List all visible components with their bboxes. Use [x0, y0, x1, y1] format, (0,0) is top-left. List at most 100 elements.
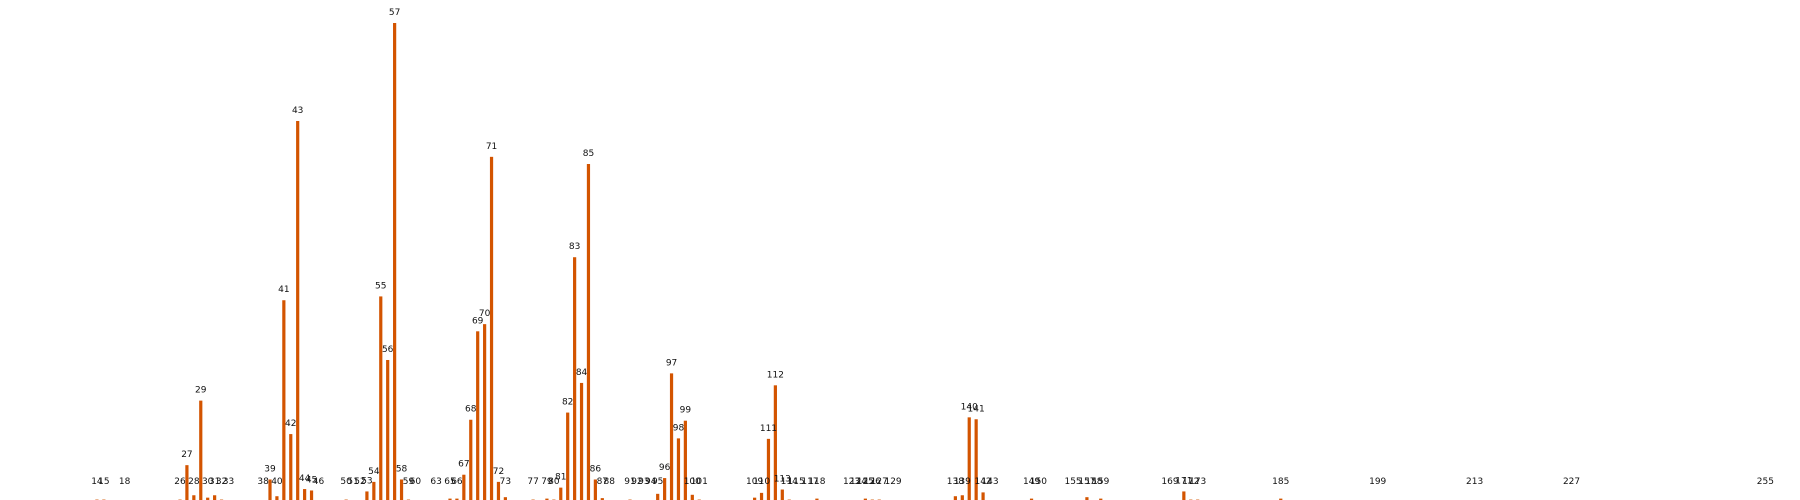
bar-label-157: 157	[1078, 477, 1095, 487]
bar-56	[386, 359, 390, 500]
bar-171	[1182, 491, 1186, 500]
bar-28	[192, 495, 196, 500]
bar-159	[1099, 498, 1103, 500]
bar-label-143: 143	[981, 477, 998, 487]
bar-label-70: 70	[479, 309, 491, 319]
bar-label-58: 58	[396, 464, 408, 474]
bar-30	[206, 497, 210, 500]
bar-65	[448, 498, 452, 500]
bar-100	[690, 494, 694, 500]
bar-label-141: 141	[968, 404, 985, 414]
bar-label-29: 29	[195, 386, 207, 396]
bar-label-96: 96	[659, 463, 671, 473]
bar-label-169: 169	[1161, 477, 1178, 487]
bar-141	[974, 419, 978, 500]
bar-79	[545, 498, 549, 500]
bar-label-127: 127	[871, 477, 888, 487]
bar-label-77: 77	[527, 477, 538, 487]
bar-label-123: 123	[843, 477, 860, 487]
bar-label-56: 56	[382, 345, 394, 355]
bar-label-43: 43	[292, 106, 303, 116]
bar-label-28: 28	[188, 477, 200, 487]
bar-label-86: 86	[590, 464, 602, 474]
bar-label-158: 158	[1085, 477, 1102, 487]
bar-label-118: 118	[808, 477, 825, 487]
bar-149	[1029, 498, 1034, 500]
bar-label-171: 171	[1175, 476, 1192, 486]
bar-66	[455, 498, 459, 500]
bar-86	[593, 479, 597, 500]
bar-label-199: 199	[1369, 477, 1386, 487]
bar-label-71: 71	[486, 142, 497, 152]
bar-label-92: 92	[631, 477, 642, 487]
bar-label-63: 63	[430, 477, 441, 487]
bar-label-85: 85	[583, 149, 594, 159]
bar-118	[815, 498, 819, 500]
bar-label-73: 73	[500, 477, 511, 487]
bar-label-45: 45	[306, 475, 317, 485]
bar-31	[213, 495, 217, 500]
bar-label-14: 14	[91, 477, 103, 487]
bar-40	[275, 496, 279, 500]
bar-label-150: 150	[1030, 477, 1047, 487]
bar-label-84: 84	[576, 368, 588, 378]
bar-label-54: 54	[368, 467, 380, 477]
bar-label-26: 26	[174, 477, 186, 487]
bar-label-113: 113	[774, 475, 791, 485]
bar-label-142: 142	[974, 477, 991, 487]
bar-label-60: 60	[410, 477, 422, 487]
bar-label-39: 39	[264, 464, 276, 474]
bar-111	[766, 438, 771, 500]
bar-label-68: 68	[465, 405, 477, 415]
bar-label-27: 27	[181, 450, 192, 460]
bar-label-126: 126	[864, 477, 881, 487]
bar-label-115: 115	[788, 477, 805, 487]
bar-185	[1279, 498, 1283, 500]
bar-label-173: 173	[1189, 477, 1206, 487]
bar-55	[379, 296, 383, 500]
bar-71	[489, 156, 494, 500]
bar-83	[573, 257, 577, 500]
bar-139	[960, 495, 964, 500]
bar-label-98: 98	[673, 423, 685, 433]
bar-39	[268, 479, 272, 500]
bar-series	[95, 23, 1283, 500]
bar-label-117: 117	[801, 477, 818, 487]
bar-label-53: 53	[361, 476, 372, 486]
bar-label-124: 124	[850, 477, 867, 487]
bar-label-80: 80	[548, 477, 560, 487]
bar-label-46: 46	[313, 477, 325, 487]
bar-87	[600, 498, 604, 500]
bar-label-18: 18	[119, 477, 131, 487]
bar-label-67: 67	[458, 460, 469, 470]
bar-label-82: 82	[562, 398, 573, 408]
bar-label-51: 51	[347, 477, 358, 487]
bar-label-140: 140	[961, 402, 978, 412]
bar-69	[476, 331, 480, 500]
bar-99	[683, 420, 687, 500]
bar-label-185: 185	[1272, 477, 1289, 487]
bar-label-93: 93	[638, 477, 649, 487]
bar-label-65: 65	[444, 477, 455, 487]
bar-label-99: 99	[680, 406, 692, 416]
bar-109	[753, 497, 757, 500]
bar-label-72: 72	[493, 467, 504, 477]
bar-label-95: 95	[652, 477, 663, 487]
bar-43	[296, 120, 300, 500]
bar-label-50: 50	[340, 477, 352, 487]
bar-label-97: 97	[666, 358, 677, 368]
bar-label-114: 114	[781, 477, 798, 487]
bar-142	[981, 492, 985, 500]
bar-113	[780, 489, 784, 500]
bar-label-255: 255	[1757, 477, 1774, 487]
bar-97	[669, 373, 674, 500]
bar-81	[559, 487, 563, 500]
bar-label-91: 91	[624, 477, 635, 487]
bar-98	[676, 438, 681, 500]
bar-96	[663, 478, 667, 500]
bar-label-57: 57	[389, 8, 400, 18]
bar-label-31: 31	[209, 477, 220, 487]
bar-45	[309, 490, 314, 500]
bar-label-129: 129	[884, 477, 901, 487]
